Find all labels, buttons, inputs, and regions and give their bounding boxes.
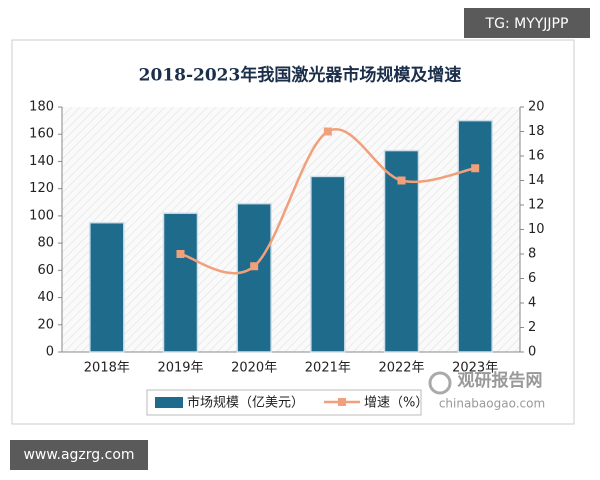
line-marker [323, 127, 332, 136]
y2-tick-label: 20 [528, 100, 545, 115]
y-tick-label: 20 [37, 317, 54, 332]
x-tick-label: 2023年 [452, 361, 498, 376]
legend-swatch [338, 398, 347, 406]
watermark-box [464, 8, 590, 38]
bar [310, 175, 346, 353]
y2-tick-label: 4 [528, 296, 536, 311]
logo: 观研报告网 [457, 370, 543, 391]
line-marker [250, 262, 259, 271]
plot-area [62, 107, 520, 352]
chart-title: 2018-2023年我国激光器市场规模及增速 [139, 65, 462, 86]
y2-tick-label: 18 [528, 124, 545, 139]
watermark-box [10, 440, 148, 470]
y-tick-label: 60 [37, 263, 54, 278]
bar [236, 202, 272, 353]
y-tick-label: 0 [46, 345, 54, 360]
line-marker [176, 250, 185, 258]
legend-swatch [155, 397, 183, 408]
legend [146, 389, 422, 416]
y2-tick-label: 8 [528, 247, 536, 262]
line-marker [397, 176, 406, 185]
legend-label: 增速（%） [364, 396, 428, 411]
y2-tick-label: 10 [528, 222, 545, 237]
bar [162, 212, 199, 353]
watermark: www.agzrg.com [23, 447, 134, 463]
y2-tick-label: 16 [528, 149, 545, 164]
legend-label: 市场规模（亿美元） [187, 395, 304, 411]
y-tick-label: 120 [29, 181, 54, 196]
bar [89, 221, 125, 353]
line-marker [471, 164, 480, 173]
y-tick-label: 180 [29, 100, 54, 115]
logo-icon [428, 371, 452, 395]
y-tick-label: 40 [37, 290, 54, 305]
y2-tick-label: 2 [528, 320, 536, 335]
logo-url: chinabaogao.com [439, 397, 545, 411]
y2-tick-label: 6 [528, 271, 536, 286]
y2-tick-label: 0 [528, 345, 536, 360]
y-tick-label: 160 [29, 127, 54, 142]
y-tick-label: 80 [37, 236, 54, 251]
watermark: TG: MYYJJPP [485, 16, 569, 32]
y-tick-label: 100 [29, 208, 54, 223]
y-tick-label: 140 [29, 154, 54, 169]
y2-tick-label: 12 [528, 198, 545, 213]
x-tick-label: 2020年 [231, 361, 277, 376]
bar [457, 119, 493, 353]
x-tick-label: 2021年 [305, 361, 351, 376]
y2-tick-label: 14 [528, 173, 545, 188]
x-tick-label: 2019年 [157, 361, 203, 376]
x-tick-label: 2018年 [84, 361, 130, 376]
x-tick-label: 2022年 [378, 361, 424, 376]
